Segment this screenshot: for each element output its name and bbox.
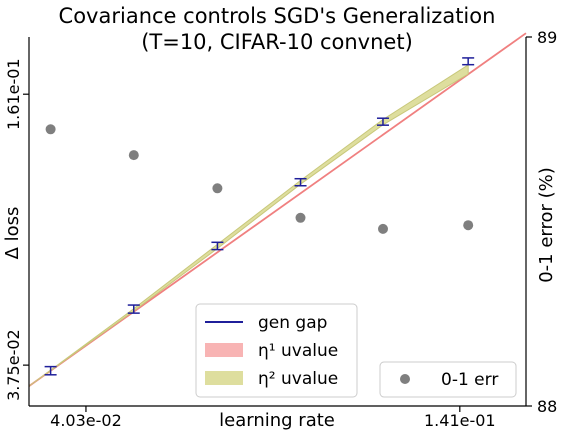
gen-gap-errorbar [211,241,224,251]
legend-err-swatch [400,374,410,384]
x-tick-label: 1.41e-01 [424,411,496,430]
gen-gap-errorbar [294,177,307,187]
err-point [212,183,223,194]
axes [28,37,527,407]
legend-secondary-frame [379,361,517,398]
y-right-tick-label: 88 [537,397,557,416]
gen-gap-errorbar [462,57,475,66]
legend-eta2-label: η² uvalue [258,369,338,389]
legend-secondary: 0-1 err [379,361,517,398]
y-left-tick-label: 3.75e-02 [4,329,23,401]
eta1-uvalue-line [28,32,527,387]
legend-eta2-swatch [205,371,243,385]
x-axis-label: learning rate [219,410,335,431]
err-point [295,212,306,223]
legend-err-label: 0-1 err [441,370,498,390]
gen-gap-errorbar [376,117,389,126]
err-point [463,220,474,231]
legend-gen-gap-label: gen gap [258,313,327,333]
y-left-tick-label: 1.61e-01 [4,58,23,130]
y-left-axis-label: Δ loss [2,207,23,260]
err-point [128,150,139,161]
legend-main: gen gap η¹ uvalue η² uvalue [195,303,358,398]
chart-title: Covariance controls SGD's Generalization [59,4,496,28]
y-right-axis-label: 0-1 error (%) [536,167,557,283]
y-right-tick-label: 89 [537,28,557,47]
x-tick-label: 4.03e-02 [50,411,122,430]
plot-area [28,32,527,387]
err-point [378,223,388,234]
gen-gap-errorbar [44,365,57,376]
legend-eta1-label: η¹ uvalue [258,341,338,361]
chart-subtitle: (T=10, CIFAR-10 convnet) [141,30,413,54]
ticks: 4.03e-02 1.41e-01 3.75e-02 1.61e-01 88 89 [4,28,557,430]
err-point [45,124,56,135]
gen-gap-errorbar [127,304,140,314]
legend-eta1-swatch [205,343,243,357]
